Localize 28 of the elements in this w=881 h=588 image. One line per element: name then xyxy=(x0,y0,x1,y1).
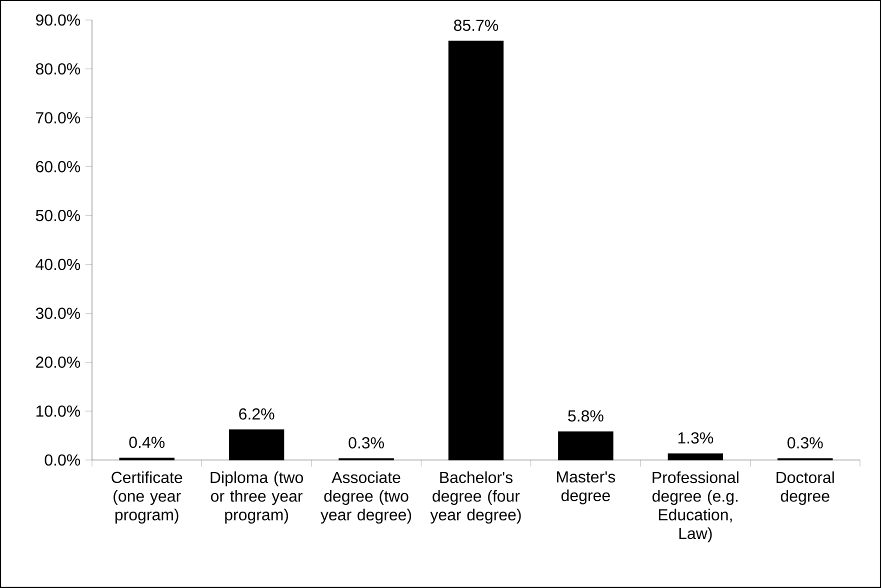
bar xyxy=(448,40,504,460)
y-tick-label: 90.0% xyxy=(36,14,80,26)
y-tick-label: 30.0% xyxy=(36,308,80,319)
x-tick-label: Bachelor's degree (four year degree) xyxy=(430,471,521,524)
x-tick-label: Doctoral degree xyxy=(776,471,834,505)
y-tick-label: 0.0% xyxy=(44,454,80,466)
bar xyxy=(558,431,614,460)
data-label: 1.3% xyxy=(678,432,714,444)
x-tick-label: Diploma (two or three year program) xyxy=(210,471,303,524)
x-tick-label: Associate degree (two year degree) xyxy=(320,471,412,524)
data-label: 6.2% xyxy=(239,408,274,420)
y-tick-label: 80.0% xyxy=(36,63,80,75)
bar xyxy=(668,453,724,460)
data-label: 85.7% xyxy=(454,20,498,31)
x-tick-label: Certificate (one year program) xyxy=(112,471,182,524)
data-label: 0.3% xyxy=(348,437,384,448)
x-tick-label: Professional degree (e.g. Education, Law) xyxy=(652,471,738,542)
y-tick-label: 40.0% xyxy=(36,258,80,270)
data-label: 5.8% xyxy=(568,410,604,422)
x-tick-label: Master's degree xyxy=(557,471,616,504)
bar xyxy=(228,429,284,460)
data-label: 0.3% xyxy=(788,437,823,448)
data-label: 0.4% xyxy=(129,436,165,448)
y-tick-label: 20.0% xyxy=(36,356,80,368)
y-tick-label: 70.0% xyxy=(36,112,80,124)
y-tick-label: 60.0% xyxy=(36,161,80,172)
y-tick-label: 10.0% xyxy=(36,405,80,417)
y-tick-label: 50.0% xyxy=(36,210,80,222)
